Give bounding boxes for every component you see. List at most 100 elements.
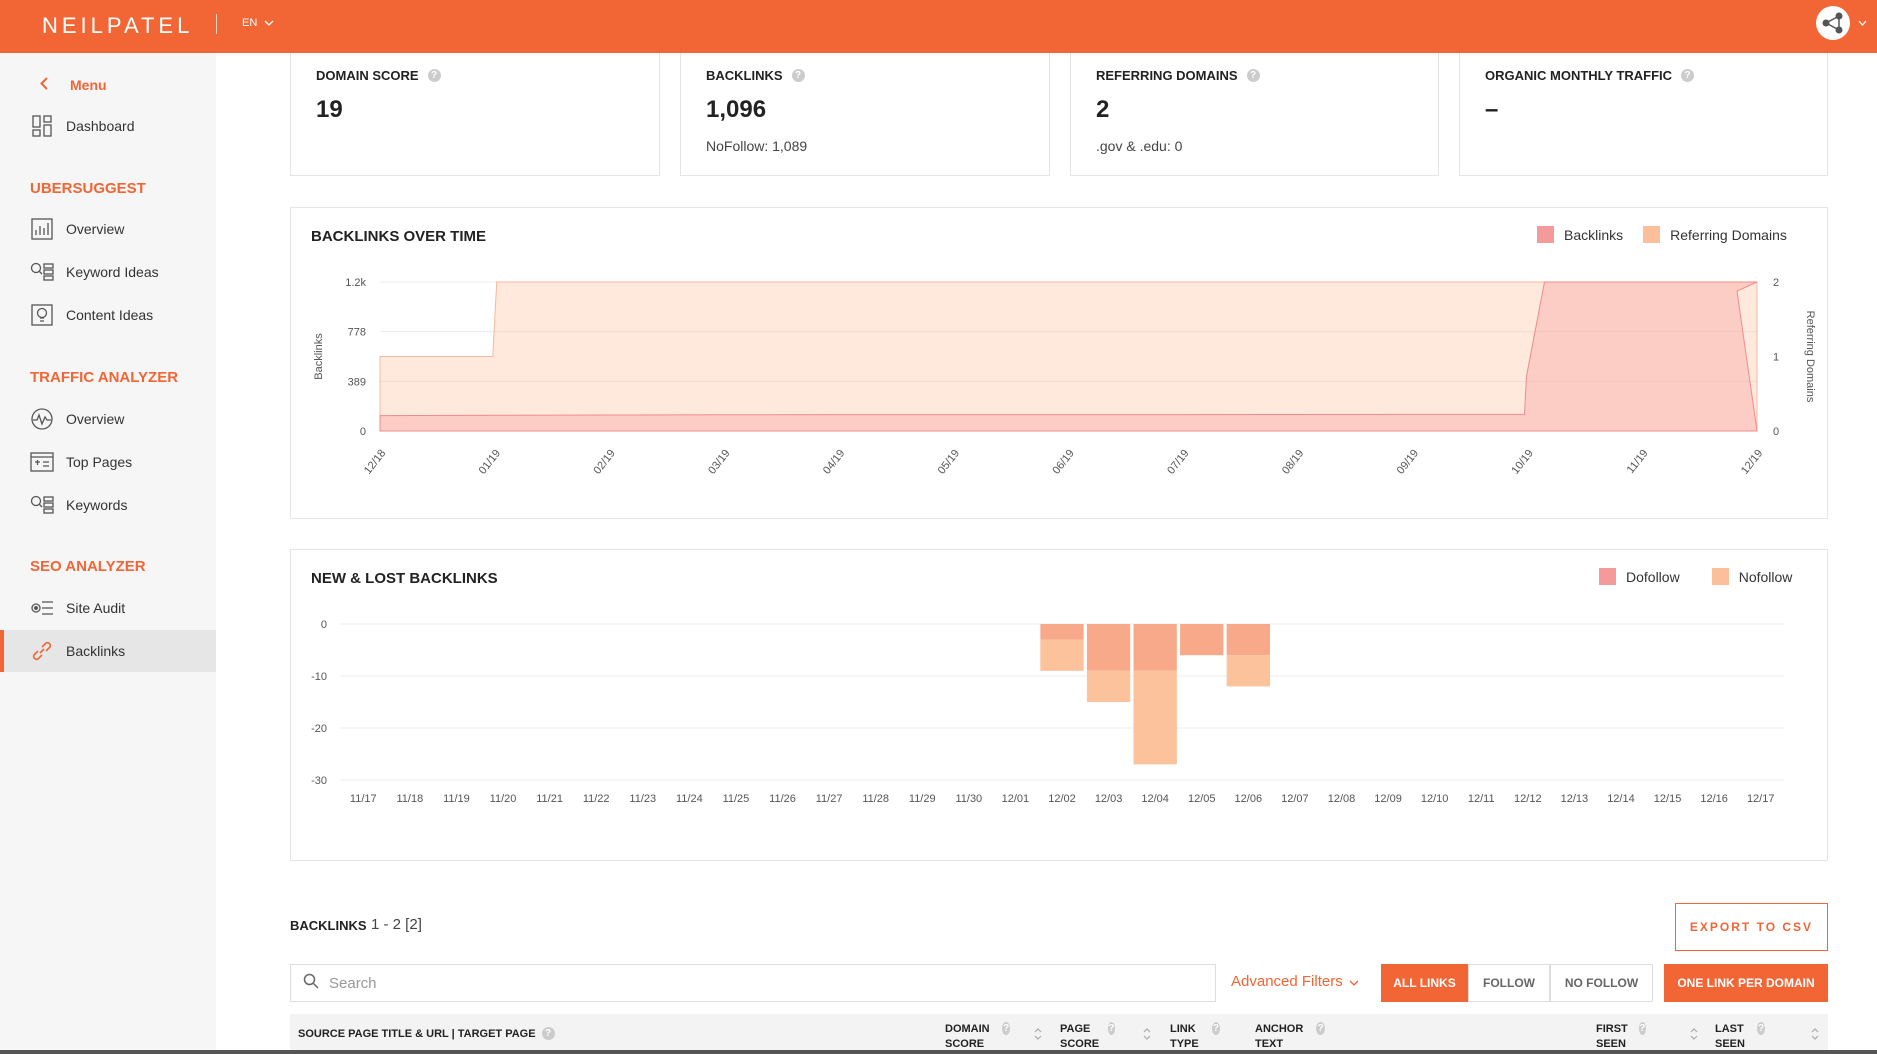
sort-icon[interactable] (1034, 1026, 1042, 1042)
section-title-traffic-analyzer: TRAFFIC ANALYZER (30, 369, 179, 386)
sidebar-item-top-pages[interactable]: Top Pages (0, 441, 216, 483)
sidebar-item-backlinks[interactable]: Backlinks (0, 630, 216, 672)
y-axis-tick: -30 (311, 775, 327, 787)
column-label: FIRST SEEN (1596, 1023, 1628, 1050)
y-axis-tick: 389 (348, 376, 366, 388)
help-icon[interactable]: ? (1002, 1022, 1010, 1035)
x-axis-tick: 11/17 (350, 793, 377, 805)
x-axis-tick: 11/29 (909, 793, 936, 805)
help-icon[interactable]: ? (1681, 69, 1695, 82)
sort-icon[interactable] (1143, 1026, 1151, 1042)
chevron-left-icon (40, 77, 48, 93)
filter-all-links-button[interactable]: ALL LINKS (1381, 964, 1468, 1002)
filter-no-follow-button[interactable]: NO FOLLOW (1550, 964, 1653, 1002)
y-axis-tick: 0 (321, 619, 327, 631)
legend-label[interactable]: Referring Domains (1670, 226, 1787, 243)
y-axis-tick: -20 (311, 723, 327, 735)
backlinks-over-time-panel: BACKLINKS OVER TIME Backlinks Referring … (290, 207, 1828, 519)
chevron-down-icon[interactable] (1858, 17, 1867, 29)
help-icon[interactable]: ? (1246, 69, 1260, 82)
chevron-down-icon (264, 17, 274, 29)
y-axis-label: Backlinks (313, 333, 325, 380)
help-icon[interactable]: ? (1107, 1022, 1115, 1035)
bar-dofollow (1226, 624, 1270, 656)
link-icon (30, 639, 54, 663)
card-title-text: BACKLINKS (706, 68, 783, 83)
bar-nofollow (1086, 670, 1131, 702)
share-icon[interactable] (1816, 6, 1850, 40)
sort-icon[interactable] (1690, 1026, 1698, 1042)
column-first-seen[interactable]: FIRST SEEN? (1596, 1022, 1646, 1052)
help-icon[interactable]: ? (1211, 1022, 1220, 1035)
column-label: DOMAIN SCORE (945, 1023, 990, 1050)
brand-logo[interactable]: NEILPATEL (42, 13, 194, 38)
y-axis-tick: 1.2k (345, 277, 366, 289)
filter-follow-button[interactable]: FOLLOW (1468, 964, 1550, 1002)
help-icon[interactable]: ? (1316, 1022, 1325, 1035)
sidebar-item-label: Top Pages (66, 454, 133, 470)
chart-title: NEW & LOST BACKLINKS (311, 570, 498, 587)
card-value: 19 (316, 96, 343, 123)
search-field[interactable] (290, 964, 1216, 1002)
card-value: 1,096 (706, 96, 767, 123)
x-axis-tick: 12/18 (362, 447, 388, 476)
advanced-filters-dropdown[interactable]: Advanced Filters (1231, 973, 1359, 990)
sidebar-item-keyword-ideas[interactable]: Keyword Ideas (0, 251, 216, 293)
help-icon[interactable]: ? (541, 1027, 555, 1040)
help-icon[interactable]: ? (1757, 1022, 1765, 1035)
sort-icon[interactable] (1811, 1026, 1819, 1042)
sidebar-item-keywords[interactable]: Keywords (0, 484, 216, 526)
card-subtext: .gov & .edu: 0 (1096, 138, 1183, 154)
language-selector[interactable]: EN (242, 17, 274, 29)
column-anchor-text[interactable]: ANCHOR TEXT? (1255, 1022, 1325, 1052)
x-axis-tick: 07/19 (1165, 447, 1191, 476)
menu-back-button[interactable]: Menu (40, 77, 107, 93)
sidebar-item-traffic-overview[interactable]: Overview (0, 398, 216, 440)
sidebar-item-label: Site Audit (66, 600, 126, 616)
help-icon[interactable]: ? (791, 69, 805, 82)
horizontal-scrollbar[interactable] (0, 1050, 1877, 1054)
sidebar-item-label: Overview (66, 411, 125, 427)
search-input[interactable] (329, 974, 1189, 992)
column-source-page[interactable]: SOURCE PAGE TITLE & URL | TARGET PAGE? (298, 1027, 555, 1042)
x-axis-tick: 10/19 (1509, 447, 1535, 476)
x-axis-tick: 04/19 (821, 447, 847, 476)
x-axis-tick: 12/14 (1607, 793, 1635, 805)
sidebar-item-site-audit[interactable]: Site Audit (0, 587, 216, 629)
sidebar-item-overview[interactable]: Overview (0, 208, 216, 250)
sidebar-item-label: Keyword Ideas (66, 264, 159, 280)
column-page-score[interactable]: PAGE SCORE? (1060, 1022, 1115, 1052)
help-icon[interactable]: ? (1638, 1022, 1646, 1035)
sidebar-item-content-ideas[interactable]: Content Ideas (0, 294, 216, 336)
legend-label[interactable]: Backlinks (1564, 226, 1624, 243)
card-title: ORGANIC MONTHLY TRAFFIC? (1485, 68, 1695, 83)
column-link-type[interactable]: LINK TYPE? (1170, 1022, 1220, 1052)
legend-label[interactable]: Dofollow (1626, 568, 1680, 585)
bar-nofollow (1040, 639, 1084, 671)
section-title-ubersuggest: UBERSUGGEST (30, 180, 146, 197)
help-icon[interactable]: ? (427, 69, 441, 82)
search-icon (303, 973, 319, 994)
referring-domains-card: REFERRING DOMAINS? 2 .gov & .edu: 0 (1070, 53, 1439, 176)
legend-label[interactable]: Nofollow (1738, 568, 1793, 585)
column-label: LAST SEEN (1715, 1023, 1745, 1050)
legend-swatch-nofollow (1711, 568, 1729, 585)
x-axis-tick: 11/25 (723, 793, 750, 805)
one-link-per-domain-button[interactable]: ONE LINK PER DOMAIN (1664, 964, 1828, 1002)
sidebar-item-dashboard[interactable]: Dashboard (0, 105, 216, 147)
column-last-seen[interactable]: LAST SEEN? (1715, 1022, 1765, 1052)
new-lost-backlinks-chart: 0 -10 -20 -30 11/17 11/18 11/19 11/20 11/21 11/22… (311, 619, 1784, 805)
lightbulb-icon (30, 303, 54, 327)
backlinks-over-time-chart: 0 389 778 1.2k 0 1 2 Backlinks Referring Domains… (313, 277, 1816, 477)
new-lost-backlinks-panel: NEW & LOST BACKLINKS Dofollow Nofollow 0… (290, 549, 1828, 861)
x-axis-tick: 12/11 (1468, 793, 1495, 805)
x-axis-tick: 08/19 (1280, 447, 1306, 476)
y-axis-tick: -10 (311, 671, 327, 683)
dashboard-icon (30, 114, 54, 138)
column-domain-score[interactable]: DOMAIN SCORE? (945, 1022, 1010, 1052)
export-csv-button[interactable]: EXPORT TO CSV (1675, 903, 1828, 951)
y2-axis-tick: 0 (1773, 426, 1779, 438)
x-axis-tick: 12/17 (1747, 793, 1775, 805)
card-title: DOMAIN SCORE? (316, 68, 441, 83)
x-axis-tick: 12/04 (1141, 793, 1169, 805)
